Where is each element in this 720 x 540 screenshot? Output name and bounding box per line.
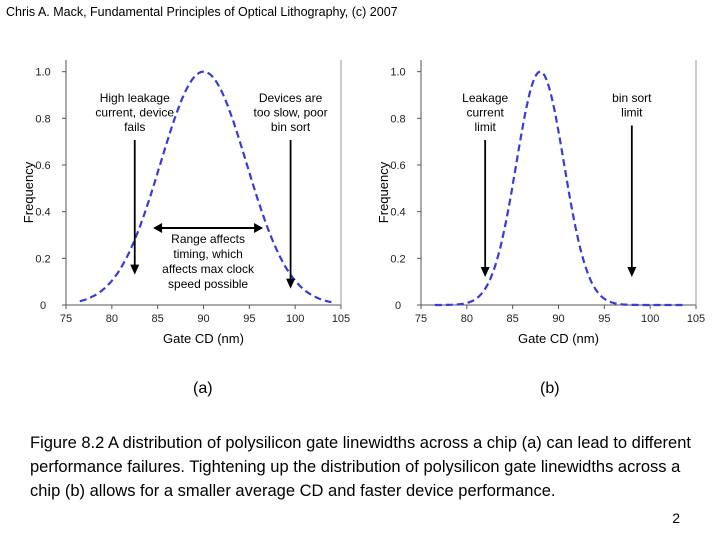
y-axis-label-b: Frequency xyxy=(376,161,391,223)
x-tick-label-a: 75 xyxy=(60,313,72,325)
x-tick-label-a: 85 xyxy=(152,313,164,325)
chart-b: 75 80 85 90 95 100 105 0 0.2 0.4 0.6 0.8 1.0 Gate CD … xyxy=(376,60,705,346)
y-tick-label-b: 0.2 xyxy=(390,253,405,265)
arrowhead-high-leakage xyxy=(130,264,140,275)
x-tick-label-b: 105 xyxy=(687,313,705,325)
arrowhead-too-slow xyxy=(286,278,296,289)
annotation-too-slow: Devices are xyxy=(259,91,323,105)
annotation-range-affects: Range affects xyxy=(171,232,245,246)
y-tick-label-b: 0.6 xyxy=(390,160,405,172)
y-tick-label-b: 0.8 xyxy=(390,113,405,125)
annotation-leakage-limit: limit xyxy=(475,120,497,134)
x-tick-label-a: 95 xyxy=(243,313,255,325)
x-tick-label-b: 85 xyxy=(507,313,519,325)
panel-label-b: (b) xyxy=(540,380,560,397)
annotation-bin-sort-limit: bin sort xyxy=(612,91,652,105)
chart-a: 75 80 85 90 95 100 105 0 0.2 0.4 0.6 0.8 1.0 Gate CD … xyxy=(21,60,350,346)
x-tick-label-a: 90 xyxy=(197,313,209,325)
distribution-curve-a xyxy=(79,70,332,304)
x-tick-label-b: 80 xyxy=(461,313,473,325)
x-tick-label-b: 90 xyxy=(552,313,564,325)
figure-caption: Figure 8.2 A distribution of polysilicon… xyxy=(30,434,691,500)
header-citation: Chris A. Mack, Fundamental Principles of… xyxy=(6,5,398,19)
y-tick-label-b: 1.0 xyxy=(390,67,405,79)
y-tick-label-a: 0.2 xyxy=(35,253,50,265)
x-tick-label-b: 95 xyxy=(598,313,610,325)
annotation-too-slow: too slow, poor xyxy=(254,106,328,120)
annotation-range-affects: timing, which xyxy=(173,247,242,261)
y-tick-label-b: 0.4 xyxy=(390,207,405,219)
arrowhead-bin-sort-limit xyxy=(627,267,637,277)
distribution-curve-b xyxy=(434,70,687,307)
x-axis-label-a: Gate CD (nm) xyxy=(163,331,244,346)
x-tick-label-b: 100 xyxy=(641,313,659,325)
x-tick-label-a: 105 xyxy=(332,313,350,325)
y-axis-label-a: Frequency xyxy=(21,161,36,223)
x-axis-label-b: Gate CD (nm) xyxy=(518,331,599,346)
y-tick-label-a: 0.6 xyxy=(35,160,50,172)
annotation-leakage-limit: current xyxy=(466,106,504,120)
page-number: 2 xyxy=(672,510,680,526)
y-tick-label-a: 0.8 xyxy=(35,113,50,125)
panel-label-a: (a) xyxy=(193,380,213,397)
x-tick-label-b: 75 xyxy=(415,313,427,325)
x-tick-label-a: 80 xyxy=(106,313,118,325)
annotation-too-slow: bin sort xyxy=(271,120,311,134)
annotation-high-leakage: High leakage xyxy=(100,91,170,105)
annotation-high-leakage: fails xyxy=(124,120,145,134)
y-tick-label-a: 1.0 xyxy=(35,67,50,79)
annotation-high-leakage: current, device xyxy=(95,106,174,120)
y-tick-label-a: 0 xyxy=(40,300,46,312)
x-tick-label-a: 100 xyxy=(286,313,304,325)
annotation-range-affects: speed possible xyxy=(168,277,248,291)
arrowhead-leakage-limit xyxy=(480,267,490,277)
y-tick-label-b: 0 xyxy=(395,300,401,312)
range-arrowhead-right-range-affects xyxy=(254,223,264,233)
annotation-leakage-limit: Leakage xyxy=(462,91,508,105)
annotation-range-affects: affects max clock xyxy=(162,262,255,276)
y-tick-label-a: 0.4 xyxy=(35,207,50,219)
annotation-bin-sort-limit: limit xyxy=(621,106,643,120)
range-arrowhead-left-range-affects xyxy=(153,223,163,233)
